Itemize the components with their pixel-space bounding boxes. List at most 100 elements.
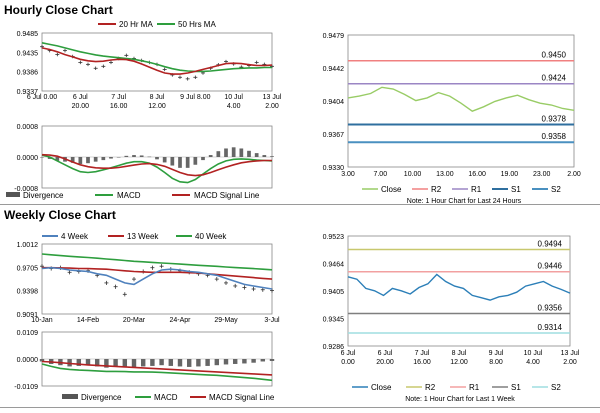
weekly-macd-divergence-bar-21 (232, 359, 238, 364)
weekly-macd-divergence-bar-22 (242, 359, 247, 364)
legend-label-divergence: Divergence (81, 393, 122, 402)
x-axis-labels: 3.00 7.00 10.00 13.00 16.00 19.00 23.00 2.00 (341, 171, 581, 178)
legend-label-ma50: 50 Hrs MA (178, 20, 216, 29)
weekly-macd-divergence-bar-7 (104, 359, 109, 368)
y-axis-labels: 0.9485 0.9435 0.9386 0.9337 (17, 31, 39, 96)
weekly-price-line-wk40 (41, 253, 273, 271)
weekly-macd-divergence-bar-19 (214, 359, 220, 366)
hourly-macd-divergence-bar-28 (254, 153, 259, 157)
hourly-macd-divergence-bar-11 (124, 155, 129, 157)
weekly-pivot-level-label-s2: 0.9314 (538, 323, 563, 332)
hourly-pivot-xtick-2: 10.00 (404, 171, 422, 178)
x-axis-labels: 10-Jan 14-Feb 20-Mar 24-Apr 29-May 3-Jul (31, 317, 280, 324)
hourly-pivot-xtick-4: 16.00 (468, 171, 486, 178)
weekly-pivot-xtick-4-line2: 8.00 (489, 359, 503, 366)
legend-label-13wk: 13 Week (127, 232, 159, 241)
hourly-macd-divergence-bar-8 (101, 157, 106, 161)
hourly-section-title: Hourly Close Chart (4, 3, 113, 17)
chart-note: Note: 1 Hour Chart for Last 1 Week (405, 396, 515, 403)
hourly-pivot-xtick-1: 7.00 (373, 171, 387, 178)
weekly-macd-divergence-bar-18 (205, 359, 210, 366)
hourly-macd-divergence-bar-22 (208, 155, 213, 157)
weekly-macd-divergence-bar-8 (113, 359, 118, 367)
hourly-price-chart: 20 Hr MA 50 Hrs MA 0.94850.94350.93860.9… (17, 20, 282, 110)
legend-swatch-divergence (62, 394, 78, 399)
weekly-macd-divergence-bar-11 (140, 359, 146, 367)
hourly-price-xtick-1: 6 Jul (73, 94, 88, 101)
hourly-price-line-ma20 (41, 47, 273, 75)
weekly-macd-ytick-2: -0.0109 (14, 384, 38, 391)
weekly-pivot-level-label-s1: 0.9356 (538, 304, 563, 313)
weekly-pivot-ytick-4: 0.9286 (323, 344, 345, 351)
weekly-pivot-xtick-0-line2: 0.00 (341, 359, 355, 366)
plot-area (39, 331, 275, 387)
hourly-pivot-level-label-r1: 0.9424 (542, 74, 567, 83)
hourly-macd-divergence-bar-21 (201, 157, 205, 161)
x-axis-labels: 6 Jul 0.00 6 Jul 20.00 7 Jul 16.00 8 Jul 12.00… (27, 94, 282, 110)
weekly-pivot-xtick-3-line2: 12.00 (450, 359, 468, 366)
hourly-macd-ytick-0: 0.0008 (17, 124, 39, 131)
hourly-pivot-ytick-3: 0.9367 (323, 132, 345, 139)
hourly-macd-divergence-bar-24 (224, 148, 228, 157)
weekly-macd-divergence-bar-5 (85, 359, 91, 366)
hourly-macd-divergence-bar-2 (55, 157, 60, 161)
weekly-macd-divergence-bar-20 (223, 359, 229, 365)
weekly-pivot-level-label-r2: 0.9494 (538, 239, 563, 248)
hourly-pivot-ytick-4: 0.9330 (323, 165, 345, 172)
weekly-price-xtick-1: 14-Feb (77, 317, 99, 324)
hourly-price-ytick-2: 0.9386 (17, 70, 39, 77)
hourly-macd-divergence-bar-6 (86, 157, 90, 164)
hourly-pivot-level-label-s2: 0.9358 (542, 132, 567, 141)
legend: Close R2 R1 S1 S2 (362, 185, 561, 194)
hourly-macd-divergence-bar-18 (178, 157, 182, 168)
hourly-price-xtick-0: 6 Jul 0.00 (27, 94, 57, 101)
hourly-macd-divergence-bar-7 (93, 157, 98, 162)
weekly-price-xtick-5: 3-Jul (264, 317, 280, 324)
hourly-macd-divergence-bar-27 (247, 150, 251, 157)
legend-label-r2: R2 (425, 383, 436, 392)
hourly-macd-line-signal (41, 153, 272, 177)
hourly-macd-divergence-bar-9 (109, 157, 113, 159)
hourly-price-ytick-1: 0.9435 (17, 50, 39, 57)
weekly-pivot-line-close (347, 273, 571, 301)
weekly-pivot-xtick-5-line2: 4.00 (526, 359, 540, 366)
y-axis-labels: 0.0008 0.0000 -0.0008 (14, 124, 38, 193)
plot-area: 0.9494 0.9446 0.9356 0.9314 (347, 235, 571, 347)
hourly-pivot-xtick-7: 2.00 (567, 171, 581, 178)
hourly-pivot-line-close (347, 86, 575, 112)
hourly-macd-divergence-bar-12 (132, 155, 136, 157)
weekly-macd-divergence-bar-6 (94, 359, 100, 367)
plot-area (40, 32, 274, 92)
hourly-price-frame (41, 32, 273, 92)
weekly-price-xtick-0: 10-Jan (31, 317, 53, 324)
weekly-pivot-xtick-2: 7 Jul (415, 350, 430, 357)
weekly-section-title: Weekly Close Chart (4, 208, 116, 222)
legend-label-4wk: 4 Week (61, 232, 89, 241)
hourly-price-ytick-0: 0.9485 (17, 31, 39, 38)
weekly-pivot-xtick-1: 6 Jul (378, 350, 393, 357)
hourly-macd-divergence-bar-25 (231, 147, 236, 157)
hourly-macd-divergence-bar-1 (47, 157, 52, 159)
hourly-price-xtick-3: 8 Jul (150, 94, 165, 101)
hourly-price-xtick-5: 10 Jul (224, 94, 243, 101)
hourly-macd-divergence-bar-17 (170, 157, 175, 166)
hourly-price-xtick-6: 13 Jul (263, 94, 282, 101)
hourly-price-xtick-2-line2: 16.00 (110, 103, 128, 110)
weekly-pivot-ytick-0: 0.9523 (323, 234, 345, 241)
hourly-price-xtick-3-line2: 12.00 (148, 103, 166, 110)
plot-area (40, 243, 274, 315)
weekly-pivot-xtick-5: 10 Jul (524, 350, 543, 357)
hourly-pivot-ytick-2: 0.9404 (323, 99, 345, 106)
hourly-macd-divergence-bar-5 (78, 157, 83, 164)
hourly-pivot-ytick-0: 0.9479 (323, 33, 345, 40)
bottom-divider (0, 407, 600, 408)
legend-label-close: Close (381, 185, 402, 194)
legend-label-r1: R1 (469, 383, 480, 392)
legend-label-40wk: 40 Week (195, 232, 227, 241)
legend: Divergence MACD MACD Signal Line (6, 191, 260, 200)
hourly-macd-ytick-1: 0.0000 (17, 155, 39, 162)
hourly-macd-ytick-2: -0.0008 (14, 186, 38, 193)
weekly-price-xtick-2: 20-Mar (123, 317, 146, 324)
hourly-macd-divergence-bar-30 (270, 156, 274, 157)
legend-label-ma20: 20 Hr MA (119, 20, 153, 29)
